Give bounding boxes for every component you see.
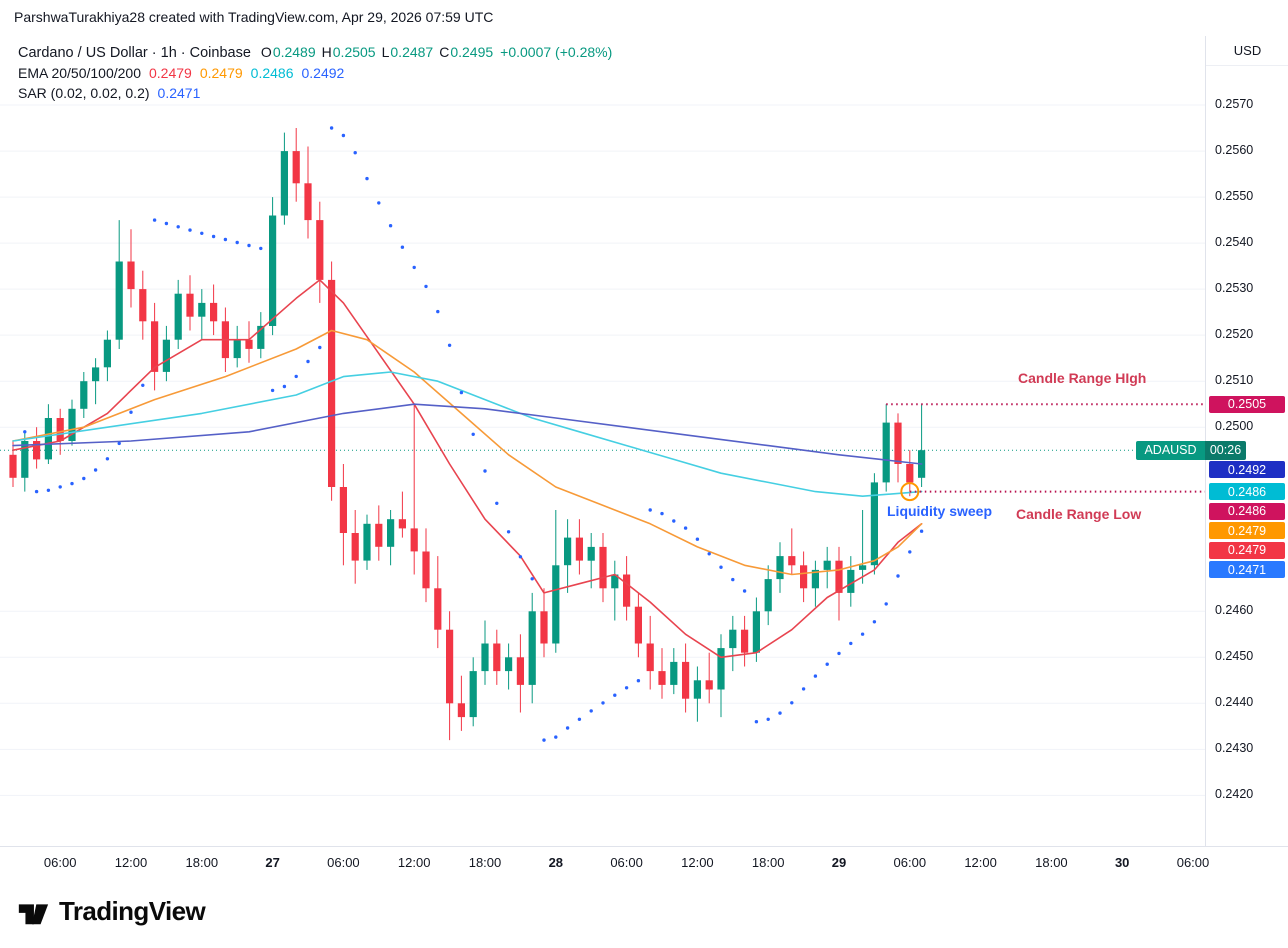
legend-row-ema: EMA 20/50/100/200 0.2479 0.2479 0.2486 0.249…: [18, 63, 612, 84]
legend-row-symbol: Cardano / US Dollar · 1h · Coinbase O0.24…: [18, 42, 612, 63]
price-badge: 0.2479: [1209, 541, 1285, 559]
price-badge: 0.2505: [1209, 395, 1285, 413]
time-label: 06:00: [43, 855, 77, 870]
time-label: 06:00: [1176, 855, 1210, 870]
price-countdown-badge: ADAUSD 00:26: [1136, 440, 1246, 460]
price-badge: 0.2471: [1209, 561, 1285, 579]
price-tick: 0.2540: [1215, 235, 1254, 250]
time-label-day: 27: [265, 855, 280, 870]
ema-value: 0.2486: [250, 64, 294, 81]
price-tick: 0.2430: [1215, 741, 1254, 756]
time-label: 18:00: [185, 855, 219, 870]
annotation-liquidity-sweep[interactable]: Liquidity sweep: [887, 503, 993, 519]
ohlc-h: H0.2505: [321, 44, 376, 60]
price-tick: 0.2530: [1215, 281, 1254, 296]
ema-values: 0.2479 0.2479 0.2486 0.2492: [141, 65, 344, 81]
footer: TradingView: [16, 888, 206, 934]
price-tick: 0.2420: [1215, 787, 1254, 802]
price-tick: 0.2500: [1215, 419, 1254, 434]
price-badge: 0.2486: [1209, 502, 1285, 520]
time-label: 06:00: [893, 855, 927, 870]
time-label: 12:00: [397, 855, 431, 870]
change-value: +0.0007 (+0.28%): [500, 44, 613, 60]
chart-legend: Cardano / US Dollar · 1h · Coinbase O0.24…: [18, 42, 612, 104]
currency-label[interactable]: USD: [1206, 36, 1288, 66]
price-tick: 0.2520: [1215, 327, 1254, 342]
time-label: 18:00: [468, 855, 502, 870]
time-label: 12:00: [681, 855, 714, 870]
time-label: 06:00: [327, 855, 360, 870]
tradingview-logo-icon[interactable]: [16, 894, 50, 928]
sar-indicator-label[interactable]: SAR (0.02, 0.02, 0.2): [18, 85, 150, 101]
countdown-timer: 00:26: [1205, 440, 1246, 460]
sar-value: 0.2471: [157, 85, 201, 101]
time-label-day: 29: [831, 855, 847, 870]
time-label-day: 28: [548, 855, 564, 870]
ema-value: 0.2492: [301, 64, 345, 81]
time-label: 12:00: [114, 855, 148, 870]
time-label-day: 30: [1114, 855, 1130, 870]
time-label: 18:00: [751, 855, 785, 870]
annotation-candle-range-low[interactable]: Candle Range Low: [1016, 506, 1142, 522]
ohlc-values: O0.2489 H0.2505 L0.2487 C0.2495: [255, 44, 493, 60]
price-tick: 0.2460: [1215, 603, 1254, 618]
price-tick: 0.2510: [1215, 373, 1254, 388]
price-tick: 0.2560: [1215, 143, 1254, 158]
time-label: 12:00: [964, 855, 997, 870]
ohlc-c: C0.2495: [439, 44, 494, 60]
price-badge: 0.2492: [1209, 461, 1285, 479]
legend-row-sar: SAR (0.02, 0.02, 0.2) 0.2471: [18, 83, 612, 104]
time-axis[interactable]: 06:00 12:00 18:00 27 06:00 12:00 18:00 28 06:00 1…: [0, 846, 1288, 881]
ohlc-o: O0.2489: [260, 44, 316, 60]
attribution-text: ParshwaTurakhiya28 created with TradingV…: [14, 9, 494, 25]
price-badge: 0.2486: [1209, 483, 1285, 501]
candlestick-plot[interactable]: [0, 36, 1205, 846]
ohlc-l: L0.2487: [381, 44, 434, 60]
symbol-title[interactable]: Cardano / US Dollar · 1h · Coinbase: [18, 45, 251, 61]
ema-value: 0.2479: [199, 64, 243, 81]
price-tick: 0.2550: [1215, 189, 1254, 204]
countdown-symbol: ADAUSD: [1136, 440, 1205, 460]
annotation-candle-range-high[interactable]: Candle Range HIgh: [1018, 370, 1147, 386]
tradingview-wordmark[interactable]: TradingView: [59, 895, 206, 926]
time-label: 18:00: [1035, 855, 1068, 870]
price-tick: 0.2450: [1215, 649, 1254, 664]
price-axis[interactable]: USD 0.2570 0.2560 0.2550 0.2540 0.2530 0.2520…: [1205, 36, 1288, 846]
price-badge: 0.2479: [1209, 522, 1285, 540]
ema-value: 0.2479: [149, 64, 192, 81]
price-tick: 0.2440: [1215, 695, 1254, 710]
price-tick: 0.2570: [1215, 97, 1254, 112]
ema-indicator-label[interactable]: EMA 20/50/100/200: [18, 64, 141, 81]
time-label: 06:00: [610, 855, 643, 870]
